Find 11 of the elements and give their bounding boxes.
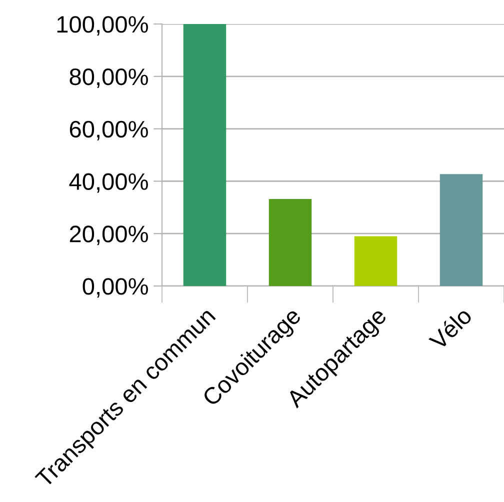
y-tick-label: 20,00% [70,226,148,246]
bar [354,236,398,286]
y-tick-label: 100,00% [57,16,148,36]
bar [183,24,226,286]
y-tick-label: 40,00% [69,173,148,193]
y-tick-label: 0,00% [82,278,148,298]
y-tick-label: 80,00% [70,68,148,88]
y-tick-label: 60,00% [70,120,148,140]
bar [440,174,483,286]
x-tick-label: Vélo [428,306,473,352]
bar [268,199,312,286]
